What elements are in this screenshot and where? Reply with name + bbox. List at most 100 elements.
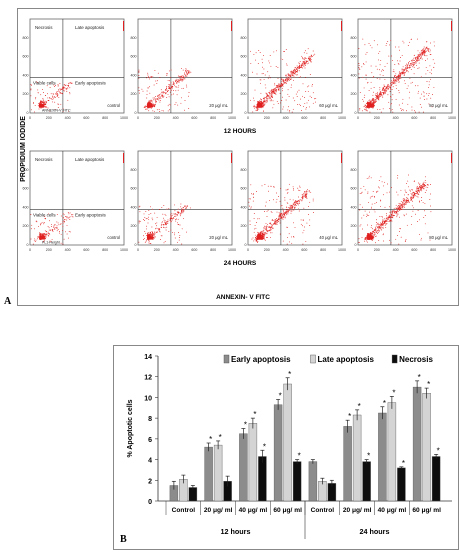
scatter-dot <box>172 218 173 219</box>
scatter-dot <box>276 193 277 194</box>
scatter-dot <box>392 112 393 113</box>
scatter-dot <box>276 90 277 91</box>
scatter-dot <box>187 205 188 206</box>
scatter-dot <box>56 93 57 94</box>
scatter-dot <box>53 93 54 94</box>
scatter-dot <box>183 88 184 89</box>
scatter-dot <box>402 109 403 110</box>
scatter-dot <box>313 212 314 213</box>
scatter-dot <box>149 241 150 242</box>
scatter-dot <box>261 232 262 233</box>
scatter-dot <box>263 73 264 74</box>
scatter-dot <box>149 234 150 235</box>
scatter-dot <box>429 93 430 94</box>
scatter-dot <box>308 91 309 92</box>
scatter-dot <box>176 80 177 81</box>
x-tick-label: 800 <box>210 116 216 120</box>
scatter-dot <box>179 235 180 236</box>
scatter-dot <box>304 97 305 98</box>
scatter-dot <box>419 67 420 68</box>
dot-plot-frame <box>138 151 232 245</box>
scatter-dot <box>181 79 182 80</box>
scatter-dot <box>313 200 314 201</box>
scatter-dot <box>270 100 271 101</box>
scatter-dot <box>422 59 423 60</box>
scatter-dot <box>266 96 267 97</box>
scatter-dot <box>67 234 68 235</box>
scatter-dot <box>426 48 427 49</box>
scatter-dot <box>385 66 386 67</box>
scatter-dot <box>292 75 293 76</box>
scatter-dot <box>186 85 187 86</box>
scatter-dot <box>54 86 55 87</box>
scatter-dot <box>266 227 267 228</box>
scatter-dot <box>178 232 179 233</box>
scatter-dot <box>358 67 359 68</box>
x-tick-label: 1000 <box>228 116 236 120</box>
scatter-dot <box>426 190 427 191</box>
scatter-dot <box>266 94 267 95</box>
scatter-dot <box>271 89 272 90</box>
scatter-dot <box>380 176 381 177</box>
scatter-dot <box>378 95 379 96</box>
scatter-dot <box>42 104 43 105</box>
scatter-dot <box>280 58 281 59</box>
scatter-dot <box>418 210 419 211</box>
scatter-dot <box>170 84 171 85</box>
y-tick-label: 0 <box>135 243 137 247</box>
scatter-dot <box>261 105 262 106</box>
scatter-dot <box>297 203 298 204</box>
scatter-dot <box>271 92 272 93</box>
scatter-dot <box>261 99 262 100</box>
scatter-dot <box>149 100 150 101</box>
scatter-dot <box>174 216 175 217</box>
scatter-dot <box>299 70 300 71</box>
scatter-dot <box>145 211 146 212</box>
scatter-dot <box>411 107 412 108</box>
scatter-dot <box>59 92 60 93</box>
scatter-dot <box>172 215 173 216</box>
scatter-dot <box>366 74 367 75</box>
x-tick-label: 1000 <box>120 248 128 252</box>
scatter-dot <box>411 69 412 70</box>
scatter-dot <box>172 86 173 87</box>
scatter-dot <box>405 83 406 84</box>
scatter-dot <box>71 214 72 215</box>
scatter-dot <box>65 216 66 217</box>
scatter-dot <box>42 98 43 99</box>
scatter-dot <box>380 74 381 75</box>
scatter-dot <box>285 80 286 81</box>
scatter-dot <box>157 98 158 99</box>
scatter-dot <box>270 55 271 56</box>
scatter-dot <box>155 104 156 105</box>
scatter-dot <box>424 92 425 93</box>
scatter-dot <box>166 223 167 224</box>
scatter-dot <box>68 213 69 214</box>
scatter-dot <box>417 186 418 187</box>
scatter-dot <box>409 92 410 93</box>
scatter-dot <box>419 202 420 203</box>
scatter-dot <box>383 233 384 234</box>
scatter-dot <box>264 211 265 212</box>
scatter-dot <box>252 111 253 112</box>
scatter-dot <box>62 244 63 245</box>
scatter-dot <box>419 234 420 235</box>
scatter-dot <box>262 237 263 238</box>
quadrant-late-apoptosis: Late apoptosis <box>75 157 105 162</box>
scatter-dot <box>186 72 187 73</box>
scatter-dot <box>288 89 289 90</box>
scatter-dot <box>154 213 155 214</box>
dot-plot-frame <box>138 19 232 113</box>
scatter-dot <box>139 211 140 212</box>
scatter-dot <box>304 62 305 63</box>
scatter-dot <box>292 208 293 209</box>
scatter-dot <box>309 56 310 57</box>
scatter-dot <box>286 76 287 77</box>
scatter-dot <box>176 79 177 80</box>
scatter-dot <box>34 238 35 239</box>
scatter-dot <box>183 218 184 219</box>
scatter-dot <box>305 57 306 58</box>
scatter-dot <box>298 62 299 63</box>
scatter-dot <box>366 61 367 62</box>
scatter-dot <box>314 98 315 99</box>
